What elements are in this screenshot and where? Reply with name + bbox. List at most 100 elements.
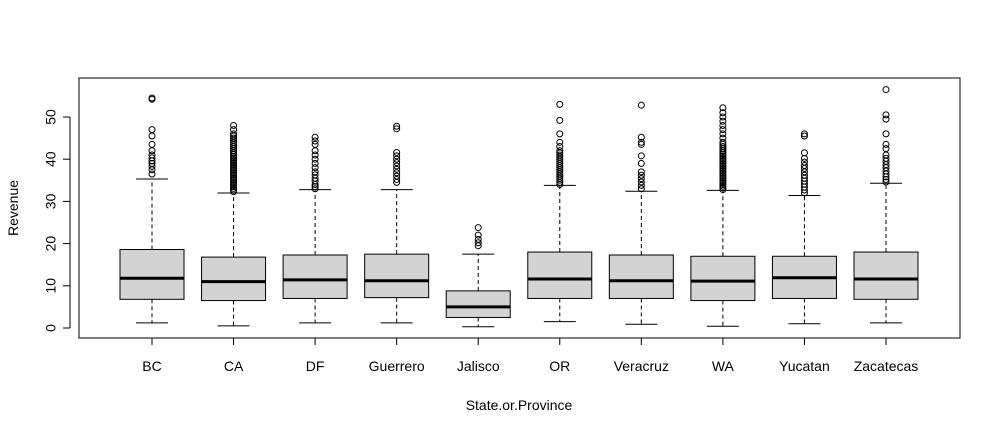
outlier-point [719,121,727,129]
x-tick-label: Jalisco [457,358,500,374]
outlier-point [719,126,727,134]
outlier-point [393,159,401,167]
outlier-point [230,121,238,129]
outlier-point [637,171,645,179]
y-tick-label: 50 [43,109,59,125]
box-df [282,133,348,324]
y-tick-label: 10 [43,278,59,294]
x-axis-label: State.or.Province [466,397,573,413]
outlier-point [148,147,156,155]
x-axis: BC CA DF Guerrero Jalisco OR Veracruz WA Yucatan… [142,337,919,374]
outlier-point [719,130,727,138]
outlier-point [882,178,890,186]
x-tick-label: CA [224,358,244,374]
box-jalisco [445,224,511,328]
x-tick-label: OR [549,358,570,374]
outlier-point [556,147,564,155]
outlier-point [311,168,319,176]
iqr-box [853,251,919,300]
outlier-point [474,239,482,247]
outlier-point [148,159,156,167]
x-tick-label: BC [142,358,161,374]
outlier-point [474,224,482,232]
outlier-point [230,126,238,134]
outlier-point [311,183,319,191]
outlier-point [637,101,645,109]
outlier-point [311,137,319,145]
box-bc [119,94,185,324]
iqr-box [445,290,511,318]
outlier-point [148,154,156,162]
iqr-box [527,251,593,299]
box-ca [201,121,267,327]
outlier-point [393,148,401,156]
outlier-point [637,175,645,183]
outlier-point [393,125,401,133]
outlier-point [148,140,156,148]
outlier-point [393,122,401,130]
outlier-point [800,158,808,166]
outlier-point [230,134,238,142]
outlier-point [556,116,564,124]
outlier-point [148,126,156,134]
outlier-point [800,162,808,170]
outlier-point [148,162,156,170]
outlier-point [148,94,156,102]
y-tick-label: 40 [43,151,59,167]
outlier-point [637,133,645,141]
x-tick-label: DF [306,358,325,374]
box-or [527,100,593,323]
outlier-point [800,130,808,138]
outlier-point [637,159,645,167]
outlier-point [882,154,890,162]
outlier-point [800,171,808,179]
outlier-point [311,185,319,193]
box-zacatecas [853,86,919,324]
outlier-point [393,169,401,177]
outlier-point [311,140,319,148]
y-axis-label: Revenue [5,180,21,236]
x-tick-label: Veracruz [614,358,669,374]
outlier-point [393,152,401,160]
outlier-point [393,155,401,163]
y-tick-label: 20 [43,236,59,252]
outlier-point [556,130,564,138]
box-guerrero [364,122,430,324]
outlier-point [393,175,401,183]
outlier-point [393,162,401,170]
box-wa [690,104,756,327]
outlier-point [719,113,727,121]
outlier-point [882,86,890,94]
outlier-point [393,172,401,180]
outlier-point [719,109,727,117]
outlier-point [556,100,564,108]
iqr-box [608,254,674,299]
outlier-point [311,155,319,163]
outlier-point [637,140,645,148]
x-tick-label: Guerrero [369,358,425,374]
outlier-point [311,133,319,141]
box-veracruz [608,101,674,325]
outlier-point [800,132,808,140]
outlier-point [719,117,727,125]
outlier-point [230,130,238,138]
outlier-point [800,149,808,157]
outlier-point [148,132,156,140]
outlier-point [719,143,727,151]
outlier-point [637,181,645,189]
outlier-point [148,170,156,178]
outlier-point [719,104,727,112]
x-tick-label: Zacatecas [854,358,919,374]
outlier-point [882,130,890,138]
x-tick-label: WA [712,358,735,374]
outlier-point [882,145,890,153]
y-tick-label: 30 [43,193,59,209]
outlier-point [800,154,808,162]
outlier-point [393,165,401,173]
outlier-point [148,151,156,159]
outlier-point [556,138,564,146]
outlier-point [719,138,727,146]
outlier-point [882,140,890,148]
outlier-point [637,185,645,193]
y-axis: 0 10 20 30 40 50 [43,109,71,332]
